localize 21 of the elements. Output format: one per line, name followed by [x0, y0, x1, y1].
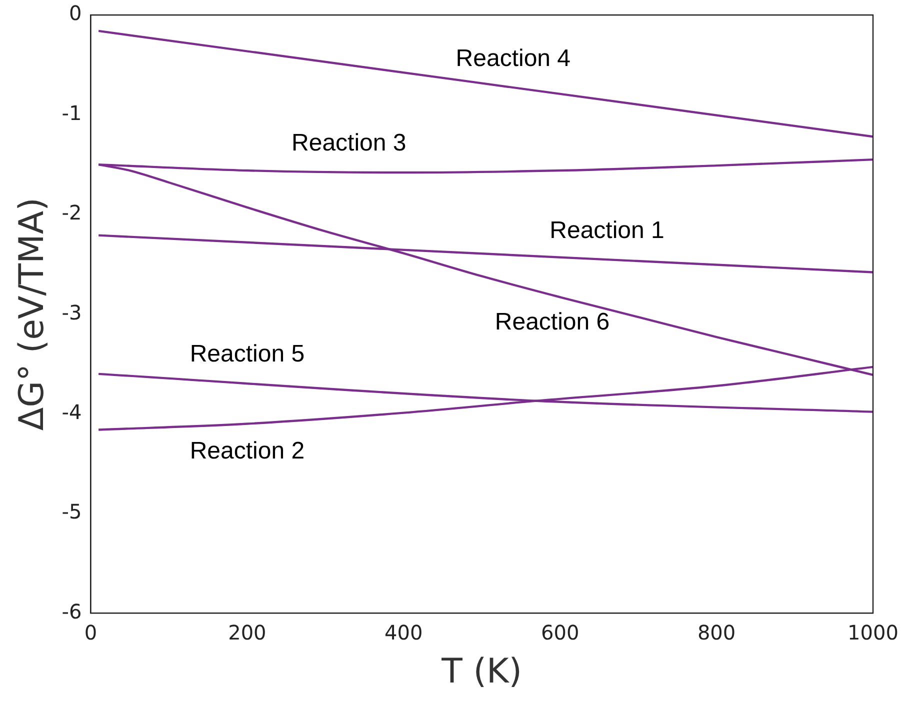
x-tick-label: 800	[697, 620, 736, 644]
y-axis-title: ΔG° (eV/TMA)	[12, 198, 52, 431]
y-tick-label: -3	[62, 300, 82, 324]
y-tick-label: -5	[62, 500, 82, 524]
x-axis-title: T (K)	[440, 651, 522, 692]
series-label: Reaction 6	[494, 308, 610, 336]
y-tick-label: -6	[62, 599, 82, 624]
series-label: Reaction 3	[292, 129, 406, 156]
x-tick-label: 1000	[848, 620, 898, 644]
series-label: Reaction 4	[456, 45, 571, 72]
x-tick-label: 0	[84, 620, 98, 644]
x-tick-label: 600	[541, 620, 580, 644]
y-tick-label: -2	[62, 200, 82, 225]
y-tick-label: 0	[69, 1, 82, 26]
y-tick-label: -4	[62, 400, 82, 424]
y-tick-label: -1	[62, 100, 82, 125]
x-tick-label: 200	[228, 620, 266, 644]
series-label: Reaction 1	[550, 217, 664, 244]
series-label: Reaction 5	[190, 340, 305, 368]
series-label: Reaction 2	[190, 437, 305, 464]
x-tick-label: 400	[384, 620, 423, 644]
